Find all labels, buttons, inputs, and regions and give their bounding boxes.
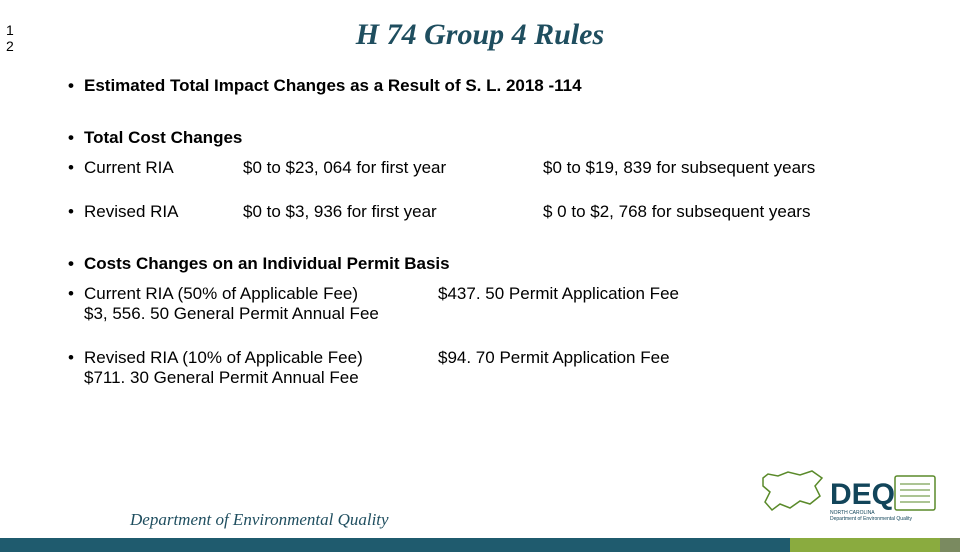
- permit-label: Revised RIA (10% of Applicable Fee) $711…: [68, 348, 438, 388]
- bottom-bar: [0, 538, 960, 552]
- content-area: Estimated Total Impact Changes as a Resu…: [0, 76, 960, 388]
- footer-department: Department of Environmental Quality: [130, 510, 389, 530]
- cost-row-current: Current RIA $0 to $23, 064 for first yea…: [68, 158, 930, 178]
- deq-logo: DEQ NORTH CAROLINA Department of Environ…: [760, 466, 940, 528]
- permit-row-revised: Revised RIA (10% of Applicable Fee) $711…: [68, 348, 930, 388]
- permit-label: Current RIA (50% of Applicable Fee) $3, …: [68, 284, 438, 324]
- cost-first-year: $0 to $23, 064 for first year: [243, 158, 543, 178]
- logo-text: DEQ: [830, 478, 895, 511]
- cost-row-revised: Revised RIA $0 to $3, 936 for first year…: [68, 202, 930, 222]
- logo-box-icon: [895, 476, 935, 510]
- slide-number-2: 2: [6, 38, 14, 54]
- permit-label-line1: Current RIA (50% of Applicable Fee): [84, 284, 358, 303]
- permit-label-line1: Revised RIA (10% of Applicable Fee): [84, 348, 363, 367]
- logo-subtitle2: Department of Environmental Quality: [830, 516, 912, 522]
- slide-number-1: 1: [6, 22, 14, 38]
- bar-segment-dark: [0, 538, 790, 552]
- cost-first-year: $0 to $3, 936 for first year: [243, 202, 543, 222]
- permit-label-line2: $3, 556. 50 General Permit Annual Fee: [84, 304, 379, 323]
- cost-subsequent: $ 0 to $2, 768 for subsequent years: [543, 202, 930, 222]
- bullet-impact: Estimated Total Impact Changes as a Resu…: [68, 76, 930, 96]
- slide-title: H 74 Group 4 Rules: [0, 18, 960, 52]
- permit-row-current: Current RIA (50% of Applicable Fee) $3, …: [68, 284, 930, 324]
- cost-subsequent: $0 to $19, 839 for subsequent years: [543, 158, 930, 178]
- bar-segment-olive: [940, 538, 960, 552]
- permit-fee: $437. 50 Permit Application Fee: [438, 284, 930, 324]
- state-outline-icon: [763, 471, 822, 510]
- cost-label: Revised RIA: [68, 202, 243, 222]
- cost-label: Current RIA: [68, 158, 243, 178]
- permit-label-line2: $711. 30 General Permit Annual Fee: [84, 368, 359, 387]
- bar-segment-green: [790, 538, 940, 552]
- bullet-total-cost: Total Cost Changes: [68, 128, 930, 148]
- slide-number: 1 2: [6, 22, 14, 54]
- bullet-individual: Costs Changes on an Individual Permit Ba…: [68, 254, 930, 274]
- permit-fee: $94. 70 Permit Application Fee: [438, 348, 930, 388]
